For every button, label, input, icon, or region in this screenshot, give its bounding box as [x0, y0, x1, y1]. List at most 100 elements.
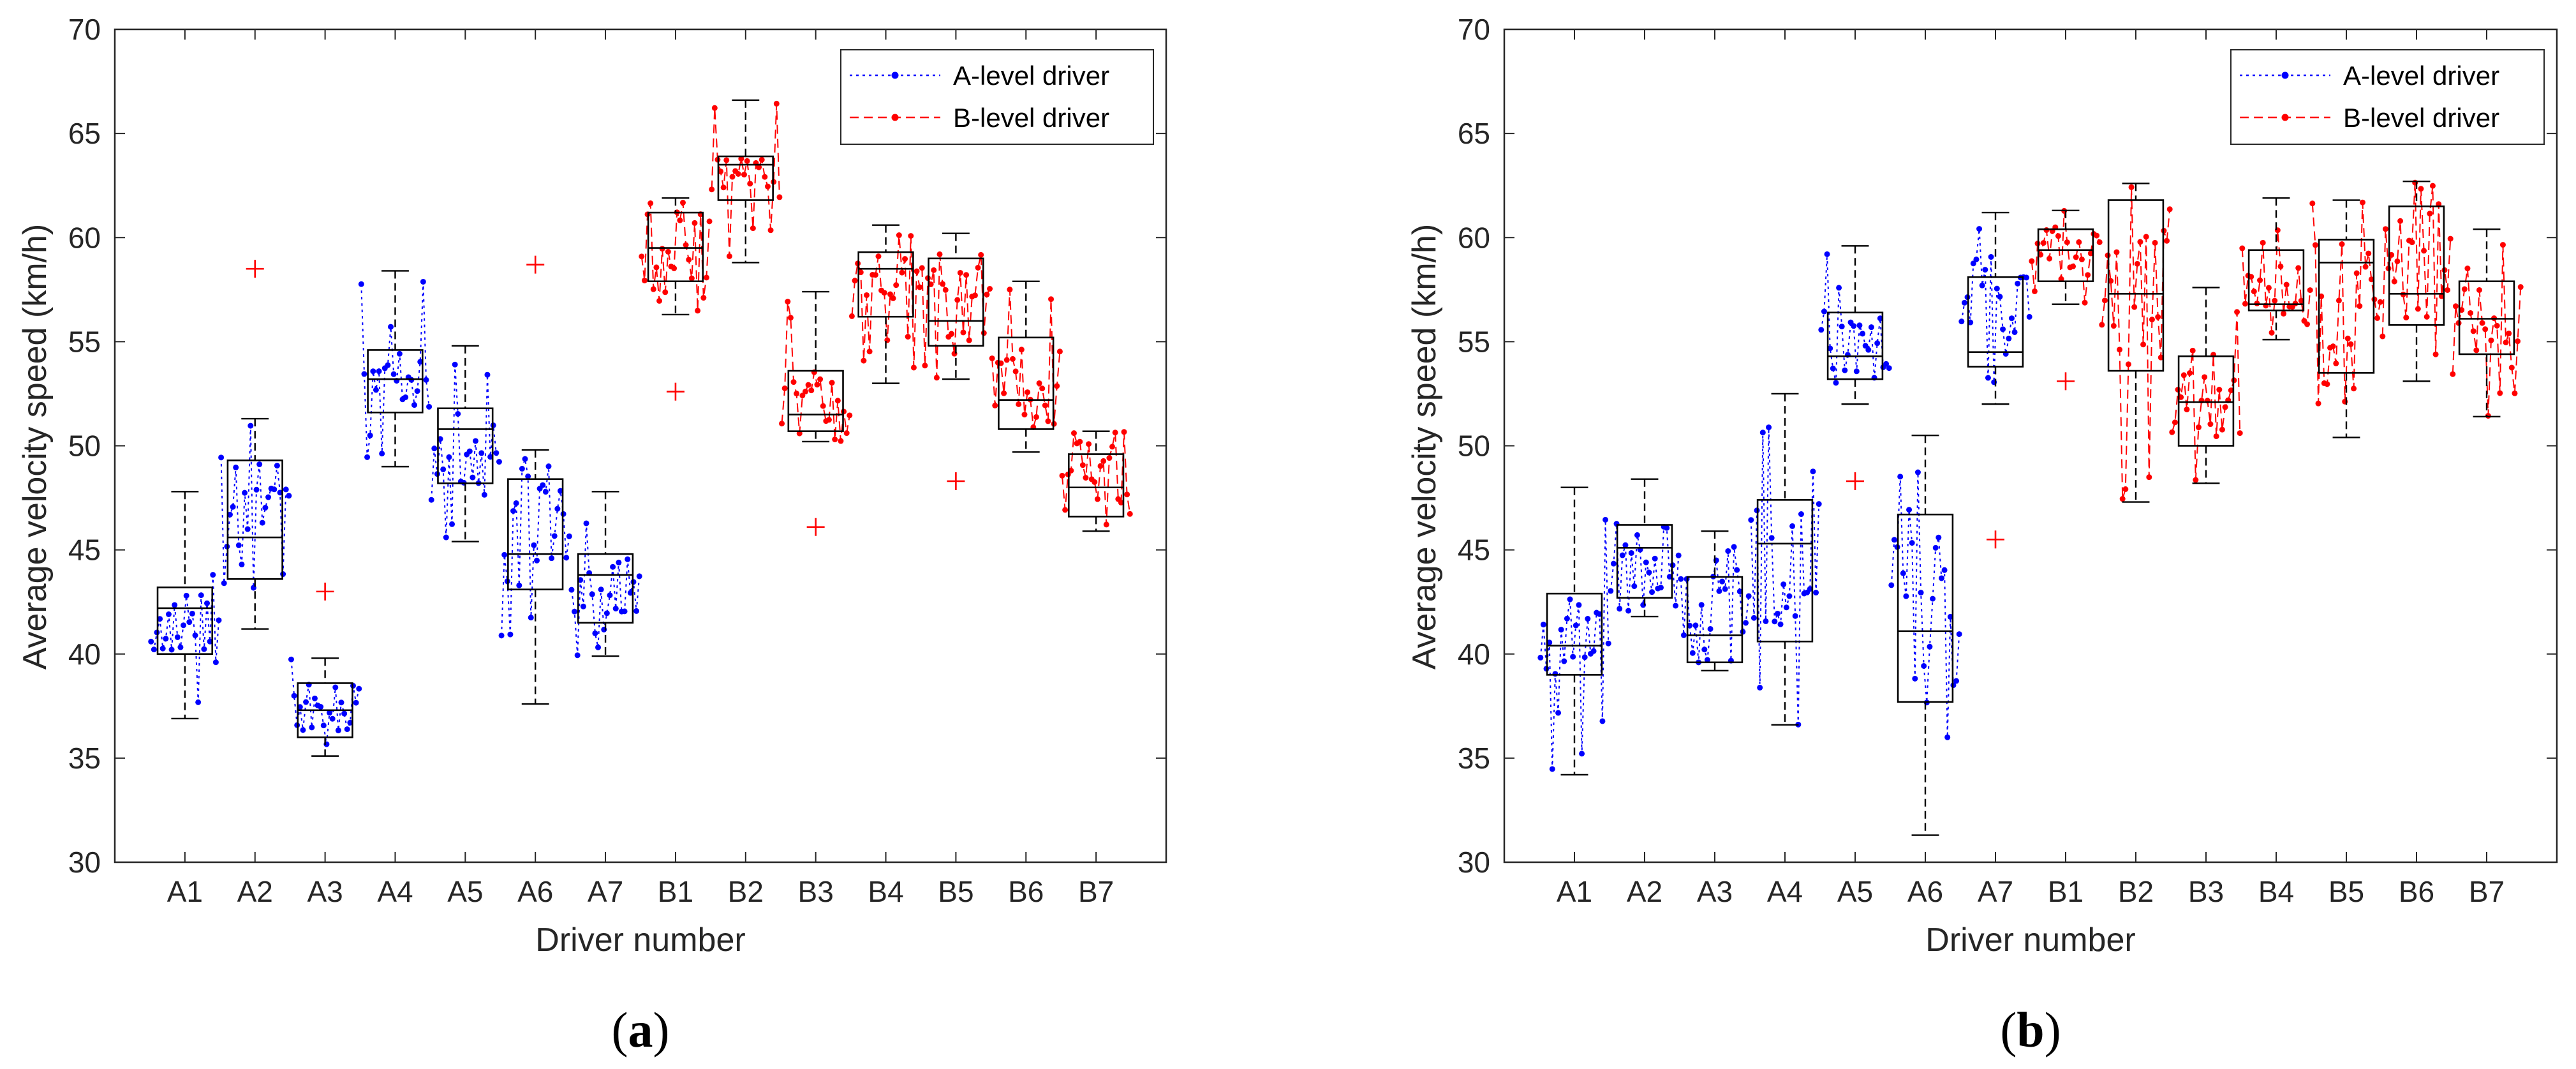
trace-point [2015, 280, 2021, 287]
trace-point [2515, 338, 2521, 345]
trace-point [1701, 647, 1708, 653]
trace-point [978, 251, 984, 258]
trace-point [2479, 320, 2485, 326]
trace-point [1731, 544, 1737, 550]
trace-point [2172, 419, 2178, 426]
trace-point [2298, 297, 2304, 304]
trace-point [455, 411, 461, 417]
trace-point [2189, 347, 2196, 354]
iqr-box [2177, 355, 2235, 447]
trace-point [1112, 430, 1118, 436]
trace-point [2351, 385, 2357, 392]
trace-point [1836, 285, 1842, 291]
trace-point [820, 403, 826, 409]
trace-point [2169, 429, 2175, 435]
trace-point [1605, 640, 1611, 647]
trace-point [2359, 199, 2365, 206]
trace-point [1751, 615, 1757, 621]
trace-point [1930, 595, 1936, 602]
trace-point [2078, 256, 2085, 262]
trace-point [864, 292, 870, 298]
trace-point [942, 287, 949, 293]
box-A4 [1756, 392, 1814, 726]
trace-point [711, 105, 718, 111]
trace-point [773, 100, 780, 107]
trace-point [1070, 430, 1077, 437]
trace-point [379, 451, 385, 457]
trace-point [2447, 235, 2454, 242]
trace-point [1646, 569, 1652, 576]
trace-point [347, 719, 353, 726]
trace-point [1956, 631, 1962, 638]
trace-point [2508, 364, 2515, 371]
trace-point [207, 638, 213, 645]
trace-point [1766, 424, 1772, 431]
trace-point [2365, 250, 2372, 257]
y-tick-label: 35 [1458, 742, 1490, 775]
trace-point [1590, 648, 1597, 654]
trace-point [1016, 401, 1022, 407]
trace-point [568, 587, 575, 593]
trace-point [2040, 240, 2047, 246]
trace-point [1079, 462, 1086, 468]
trace-point [1068, 467, 1074, 474]
trace-point [2445, 287, 2451, 293]
trace-point [1628, 549, 1634, 556]
trace-point [2382, 226, 2388, 232]
trace-point [2415, 306, 2421, 312]
x-tick-label: A4 [1767, 875, 1803, 908]
trace-point [344, 726, 350, 733]
trace-point [1821, 308, 1827, 315]
trace-point [385, 362, 391, 368]
trace-point [534, 557, 540, 564]
x-tick-label: B6 [1008, 875, 1044, 908]
box-B5 [928, 232, 984, 490]
trace-point [729, 174, 736, 180]
trace-point [1886, 365, 1892, 371]
trace-point [1549, 766, 1555, 772]
trace-point [954, 297, 961, 303]
trace-point [896, 232, 902, 239]
trace-point [1932, 544, 1939, 551]
trace-point [825, 417, 832, 423]
trace-point [1634, 532, 1640, 538]
trace-point [277, 490, 283, 496]
trace-point [1816, 501, 1822, 507]
trace-point [1649, 589, 1655, 595]
trace-point [2166, 206, 2173, 213]
trace-point [598, 587, 604, 593]
trace-point [1127, 511, 1133, 517]
trace-point [303, 699, 309, 705]
trace-point [2122, 486, 2129, 492]
trace-point [744, 158, 750, 164]
trace-point [966, 337, 972, 343]
trace-point [1979, 282, 1985, 288]
trace-point [1877, 315, 1883, 322]
trace-point [2468, 310, 2474, 316]
x-tick-label: B1 [2048, 875, 2084, 908]
trace-point [1824, 251, 1830, 257]
x-tick-label: A6 [1907, 875, 1943, 908]
trace-point [2152, 239, 2158, 246]
box-A2 [1616, 478, 1673, 618]
x-tick-label: A6 [517, 875, 553, 908]
legend-swatch-marker [891, 71, 899, 79]
trace-point [1045, 418, 1051, 424]
trace-point [1725, 548, 1731, 554]
trace-point [2117, 347, 2123, 353]
trace-point [2026, 313, 2032, 320]
box-A4 [367, 270, 424, 468]
outlier-marker [947, 472, 965, 490]
iqr-box [577, 553, 634, 624]
trace-point [656, 297, 663, 304]
trace-point [286, 493, 292, 499]
trace-point [2452, 303, 2459, 310]
trace-point [975, 264, 981, 271]
trace-point [1564, 615, 1570, 622]
trace-point [2207, 421, 2214, 428]
trace-point [2193, 477, 2199, 483]
trace-point [1100, 458, 1107, 464]
trace-point [428, 497, 434, 503]
trace-point [2391, 278, 2397, 285]
y-axis-title: Average velocity speed (km/h) [17, 224, 54, 669]
